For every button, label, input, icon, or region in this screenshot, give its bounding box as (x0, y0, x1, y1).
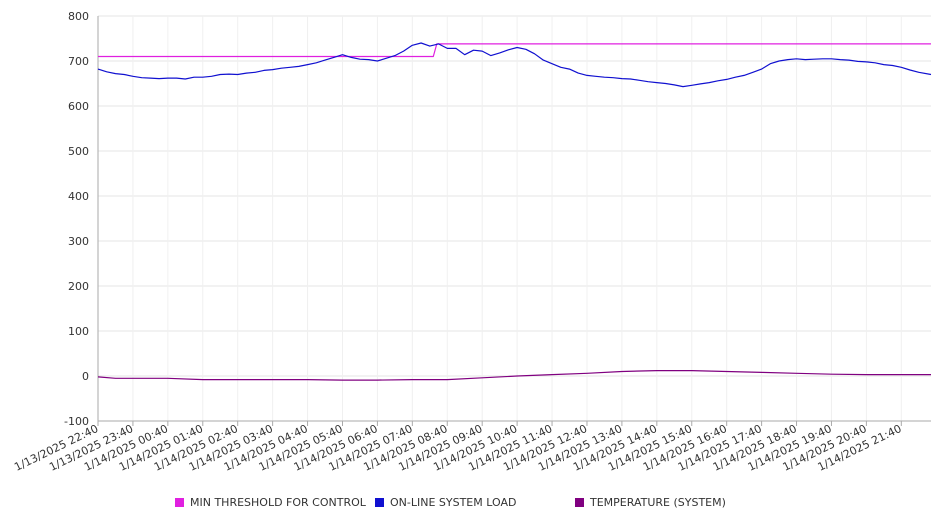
legend-label: TEMPERATURE (SYSTEM) (590, 496, 726, 509)
legend-swatch (575, 498, 584, 507)
y-tick-label: 700 (68, 55, 89, 68)
series-line-on-line-system-load (97, 42, 932, 88)
y-tick-label: 200 (68, 280, 89, 293)
axes (97, 16, 931, 426)
series-lines (97, 42, 932, 381)
legend-swatch (175, 498, 184, 507)
y-tick-label: 400 (68, 190, 89, 203)
y-tick-label: 800 (68, 10, 89, 23)
legend-item: TEMPERATURE (SYSTEM) (575, 496, 726, 509)
series-line-temperature-system (97, 370, 931, 381)
legend-item: ON-LINE SYSTEM LOAD (375, 496, 516, 509)
x-tick-labels: 1/13/2025 22:401/13/2025 23:401/14/2025 … (12, 422, 903, 474)
legend-swatch (375, 498, 384, 507)
y-tick-label: 600 (68, 100, 89, 113)
y-tick-label: -100 (64, 415, 89, 428)
legend-label: ON-LINE SYSTEM LOAD (390, 496, 517, 509)
series-line-min-threshold-for-control (98, 43, 931, 58)
y-tick-label: 0 (82, 370, 89, 383)
gridlines (97, 15, 931, 422)
y-tick-label: 300 (68, 235, 89, 248)
y-tick-label: 100 (68, 325, 89, 338)
y-tick-label: 500 (68, 145, 89, 158)
legend: MIN THRESHOLD FOR CONTROL ON-LINE SYSTEM … (0, 496, 946, 516)
legend-label: MIN THRESHOLD FOR CONTROL (190, 496, 366, 509)
legend-item: MIN THRESHOLD FOR CONTROL (175, 496, 366, 509)
y-tick-labels: 800 700 600 500 400 300 200 100 0 -100 (64, 10, 89, 428)
